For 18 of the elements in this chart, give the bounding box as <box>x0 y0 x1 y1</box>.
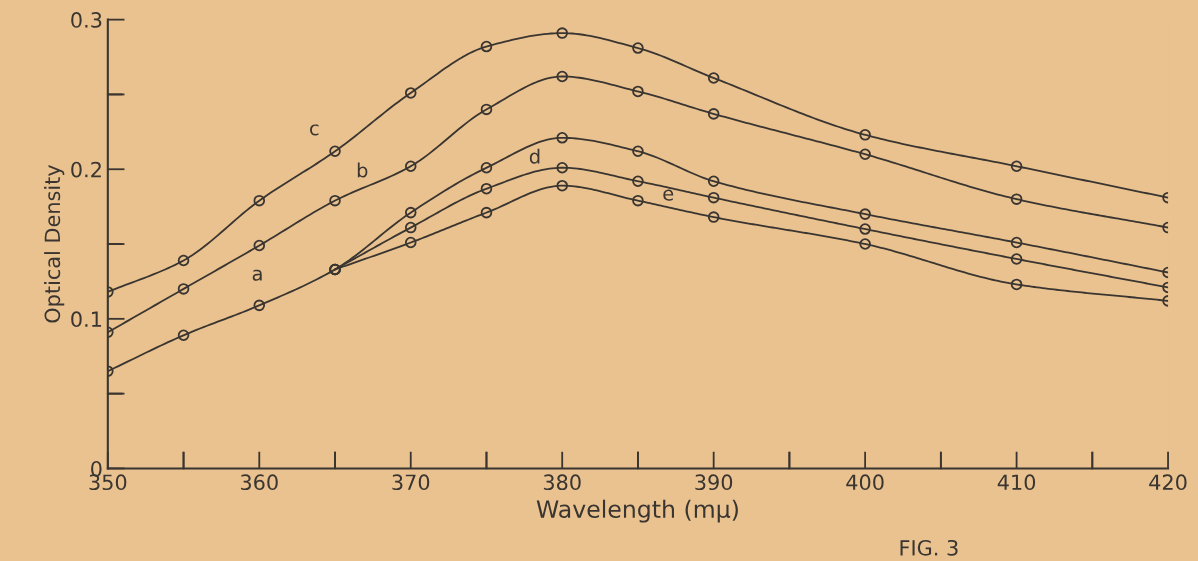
series-label: a <box>252 269 262 281</box>
caption: FIG. 3 <box>900 539 958 556</box>
x-tick-label: 390 <box>695 474 733 491</box>
x-axis-title: Wavelength (mμ) <box>536 499 738 523</box>
x-tick-label: 420 <box>1149 474 1187 491</box>
y-tick-label: 0.2 <box>71 161 101 178</box>
x-tick-label: 400 <box>846 474 884 491</box>
x-tick-label: 370 <box>392 474 430 491</box>
x-tick-label: 410 <box>997 474 1036 491</box>
y-tick-label: 0.1 <box>71 311 102 328</box>
y-tick-label: 0.3 <box>71 12 102 28</box>
series-label: b <box>357 162 368 178</box>
x-tick-label: 360 <box>240 474 278 491</box>
x-tick-label: 380 <box>543 474 581 491</box>
series-label: c <box>310 124 319 136</box>
series-label: d <box>529 148 540 164</box>
y-axis-title: Optical Density <box>44 164 65 323</box>
series-label: e <box>663 189 674 201</box>
